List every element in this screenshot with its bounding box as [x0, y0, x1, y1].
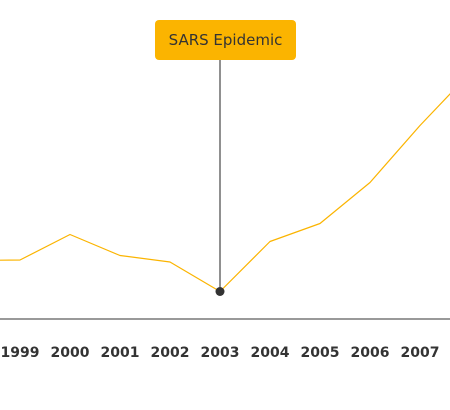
x-tick-label-2002: 2002 — [151, 345, 190, 361]
x-tick-label-2003: 2003 — [201, 345, 240, 361]
annotation-label-sars: SARS Epidemic — [155, 20, 296, 60]
x-tick-label-2006: 2006 — [351, 345, 390, 361]
annotation-marker — [215, 287, 225, 296]
x-tick-label-1999: 1999 — [1, 345, 40, 361]
x-tick-label-2004: 2004 — [251, 345, 290, 361]
x-tick-label-2005: 2005 — [301, 345, 340, 361]
series-layer — [0, 93, 450, 293]
series-line-1 — [0, 93, 450, 293]
annotation-layer — [215, 60, 225, 296]
x-tick-label-2007: 2007 — [401, 345, 440, 361]
x-tick-labels: 1999 2000 2001 2002 2003 2004 2005 2006 2007 — [1, 345, 440, 361]
x-tick-label-2000: 2000 — [51, 345, 90, 361]
x-tick-label-2001: 2001 — [101, 345, 140, 361]
